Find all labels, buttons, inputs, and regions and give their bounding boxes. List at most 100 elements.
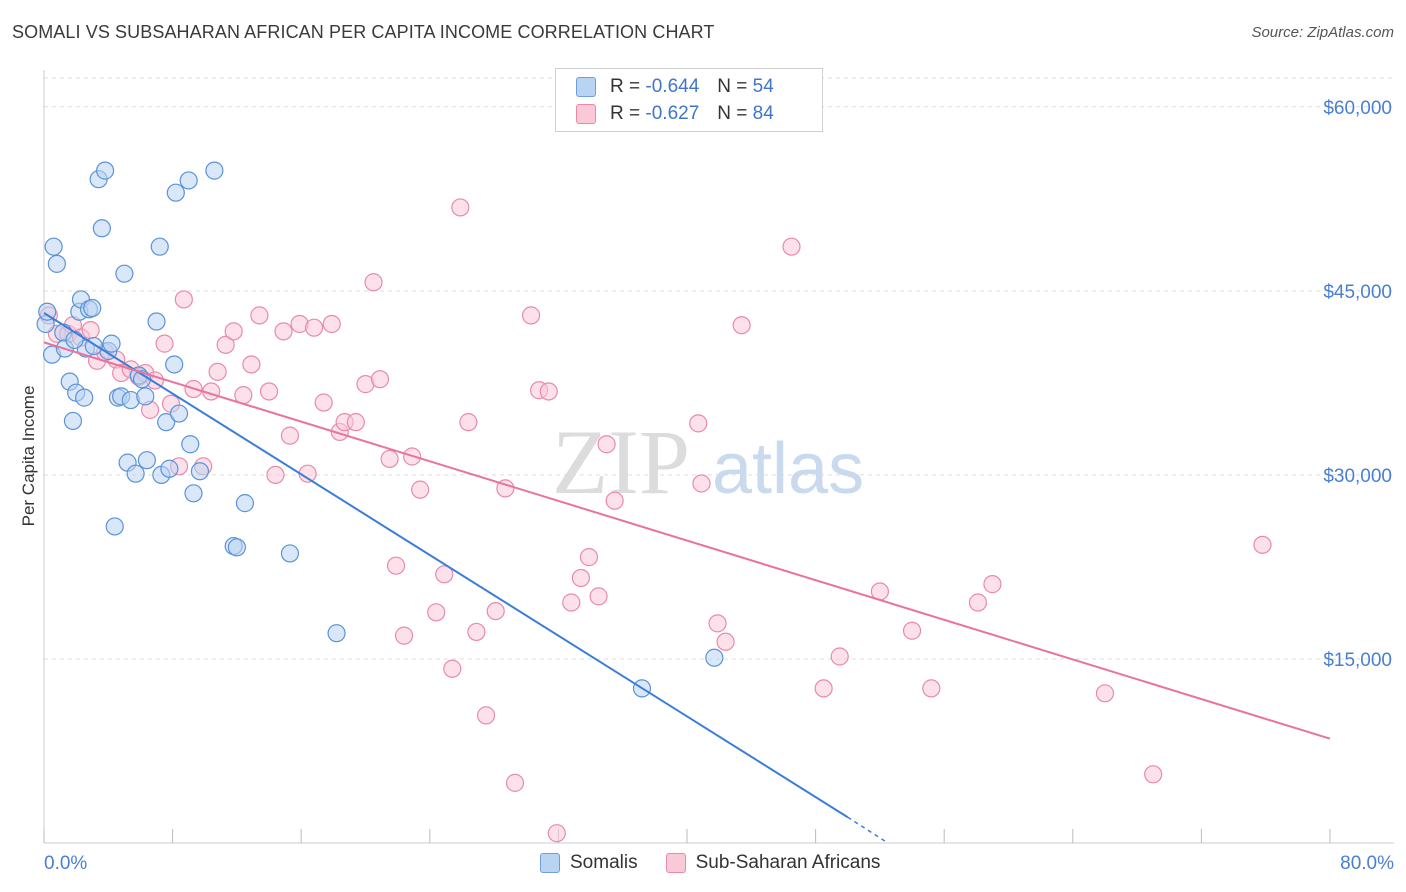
subsaharan-point bbox=[983, 575, 1002, 594]
subsaharan-point bbox=[1253, 535, 1272, 554]
y-tick-label: $60,000 bbox=[1323, 98, 1392, 119]
subsaharan-point bbox=[486, 601, 505, 621]
somali-point bbox=[38, 302, 57, 321]
somali-point bbox=[47, 254, 66, 273]
somali-point bbox=[160, 459, 179, 478]
legend-label-somalis: Somalis bbox=[570, 852, 638, 873]
subsaharan-point bbox=[830, 647, 849, 666]
y-tick-label: $15,000 bbox=[1323, 650, 1392, 671]
somali-point bbox=[184, 484, 203, 503]
somali-point bbox=[190, 462, 210, 481]
subsaharan-point bbox=[394, 626, 414, 645]
somali-point bbox=[95, 161, 115, 180]
subsaharan-point bbox=[476, 706, 496, 725]
subsaharan-point bbox=[380, 449, 399, 469]
subsaharan-trend-line bbox=[43, 341, 1331, 740]
subsaharan-point bbox=[579, 548, 599, 567]
subsaharan-point bbox=[346, 413, 365, 432]
subsaharan-point bbox=[505, 773, 525, 792]
subsaharan-point bbox=[322, 314, 341, 334]
subsaharan-point bbox=[250, 306, 269, 325]
y-axis-label: Per Capita Income bbox=[19, 386, 38, 527]
somali-point bbox=[235, 494, 255, 513]
legend-r-label: R = bbox=[610, 103, 641, 124]
subsaharan-point bbox=[459, 413, 478, 432]
somali-point bbox=[205, 161, 224, 180]
subsaharan-point bbox=[266, 465, 285, 485]
somali-point bbox=[136, 387, 155, 406]
legend-item-somalis[interactable]: Somalis bbox=[540, 852, 638, 874]
subsaharan-point bbox=[314, 393, 333, 412]
subsaharan-point bbox=[224, 322, 243, 341]
x-tick-label: 0.0% bbox=[44, 853, 87, 874]
points-somalis bbox=[36, 161, 724, 698]
legend-r-value: -0.627 bbox=[645, 103, 700, 124]
subsaharan-point bbox=[1095, 684, 1115, 703]
legend-n-label: N = bbox=[717, 103, 748, 124]
legend-swatch-pink bbox=[576, 104, 596, 124]
somali-trend-line bbox=[43, 312, 849, 819]
somali-point bbox=[181, 435, 200, 454]
subsaharan-point bbox=[902, 621, 922, 640]
points-sub-saharan bbox=[39, 198, 1272, 843]
subsaharan-point bbox=[208, 362, 227, 381]
subsaharan-point bbox=[689, 414, 708, 433]
subsaharan-point bbox=[589, 587, 608, 606]
subsaharan-point bbox=[451, 198, 470, 217]
trend-lines bbox=[43, 312, 1331, 844]
somali-point bbox=[44, 237, 63, 256]
subsaharan-point bbox=[274, 322, 293, 341]
legend-swatch-pink bbox=[665, 853, 686, 873]
subsaharan-point bbox=[280, 426, 300, 445]
subsaharan-point bbox=[597, 435, 616, 454]
subsaharan-point bbox=[708, 614, 727, 633]
somali-point bbox=[92, 219, 111, 238]
somali-point bbox=[157, 413, 176, 432]
somali-point bbox=[115, 264, 134, 283]
somali-point bbox=[705, 648, 724, 667]
somali-point bbox=[166, 183, 185, 202]
legend-r-value: -0.644 bbox=[645, 76, 700, 97]
somali-point bbox=[150, 237, 169, 256]
somali-point bbox=[227, 538, 246, 557]
subsaharan-point bbox=[174, 290, 193, 309]
legend-item-subsaharan[interactable]: Sub-Saharan Africans bbox=[665, 852, 881, 874]
somali-point bbox=[126, 464, 145, 483]
legend-n-label: N = bbox=[717, 76, 748, 97]
subsaharan-point bbox=[605, 491, 624, 510]
legend-swatch-blue bbox=[576, 77, 596, 97]
subsaharan-point bbox=[521, 306, 541, 325]
axes bbox=[43, 70, 1394, 844]
somali-point bbox=[327, 624, 346, 643]
subsaharan-point bbox=[259, 382, 279, 401]
legend-swatch-blue bbox=[540, 853, 560, 873]
somali-point bbox=[83, 298, 102, 318]
somali-point bbox=[280, 544, 300, 563]
somali-trend-extension bbox=[847, 816, 889, 844]
somali-point bbox=[63, 411, 83, 431]
subsaharan-point bbox=[547, 824, 566, 843]
somali-point bbox=[75, 388, 94, 407]
subsaharan-point bbox=[732, 316, 751, 335]
subsaharan-point bbox=[443, 659, 462, 678]
somali-point bbox=[102, 334, 121, 353]
legend-row-subsaharan: R = -0.627 N = 84 bbox=[576, 102, 774, 126]
somali-point bbox=[165, 355, 184, 374]
subsaharan-point bbox=[304, 318, 324, 337]
source-label: Source: ZipAtlas.com bbox=[1251, 24, 1394, 41]
subsaharan-point bbox=[427, 603, 446, 622]
legend-label-subsaharan: Sub-Saharan Africans bbox=[695, 852, 881, 873]
subsaharan-point bbox=[364, 273, 383, 292]
watermark-atlas: atlas bbox=[712, 429, 864, 509]
subsaharan-point bbox=[692, 474, 711, 493]
somali-point bbox=[179, 171, 198, 190]
somali-point bbox=[169, 404, 189, 423]
legend-n-value: 54 bbox=[752, 76, 774, 97]
tick-labels: $15,000 $30,000 $45,000 $60,000 0.0% 80.0% bbox=[44, 98, 1394, 874]
subsaharan-point bbox=[782, 237, 801, 256]
subsaharan-point bbox=[571, 568, 591, 588]
chart-title: SOMALI VS SUBSAHARAN AFRICAN PER CAPITA … bbox=[12, 22, 715, 42]
somali-point bbox=[137, 451, 156, 470]
subsaharan-point bbox=[716, 632, 735, 651]
